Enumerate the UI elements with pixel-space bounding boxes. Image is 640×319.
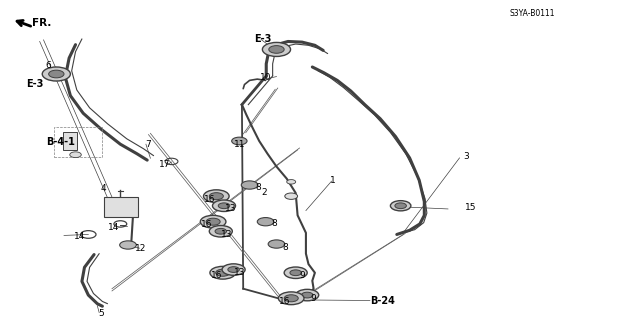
Text: 16: 16 xyxy=(211,271,222,280)
Text: 8: 8 xyxy=(282,243,287,252)
Circle shape xyxy=(209,226,232,237)
Text: FR.: FR. xyxy=(32,18,51,28)
Text: 16: 16 xyxy=(279,297,291,306)
Text: 13: 13 xyxy=(221,230,233,239)
Circle shape xyxy=(257,218,274,226)
Text: 1: 1 xyxy=(330,176,335,185)
Circle shape xyxy=(209,193,223,200)
Bar xyxy=(54,127,102,157)
Text: 3: 3 xyxy=(463,152,468,161)
Text: 7: 7 xyxy=(146,140,151,149)
Circle shape xyxy=(390,201,411,211)
Circle shape xyxy=(212,200,236,211)
Text: 11: 11 xyxy=(234,140,246,149)
Bar xyxy=(63,132,77,150)
Text: 16: 16 xyxy=(201,220,212,229)
Text: 10: 10 xyxy=(260,73,271,82)
Circle shape xyxy=(290,270,301,276)
Circle shape xyxy=(287,180,296,184)
Text: 13: 13 xyxy=(234,268,246,277)
Circle shape xyxy=(262,42,291,56)
Circle shape xyxy=(232,137,247,145)
Circle shape xyxy=(284,267,307,278)
Text: 17: 17 xyxy=(159,160,171,169)
Circle shape xyxy=(296,289,319,301)
Text: 16: 16 xyxy=(204,195,216,204)
Circle shape xyxy=(218,203,230,209)
Text: 2: 2 xyxy=(261,189,266,197)
Text: 4: 4 xyxy=(101,184,106,193)
Text: E-3: E-3 xyxy=(26,78,44,89)
Text: S3YA-B0111: S3YA-B0111 xyxy=(509,9,556,18)
Circle shape xyxy=(49,70,64,78)
Circle shape xyxy=(268,240,285,248)
Circle shape xyxy=(120,241,136,249)
Text: 5: 5 xyxy=(99,309,104,318)
Text: B-4-1: B-4-1 xyxy=(46,137,76,147)
Circle shape xyxy=(241,181,258,189)
Text: 8: 8 xyxy=(255,183,260,192)
Circle shape xyxy=(285,193,298,199)
Text: 15: 15 xyxy=(465,204,476,212)
Circle shape xyxy=(222,264,245,275)
Circle shape xyxy=(210,266,236,279)
Circle shape xyxy=(269,46,284,53)
Circle shape xyxy=(70,152,81,158)
Circle shape xyxy=(42,67,70,81)
FancyBboxPatch shape xyxy=(104,197,138,217)
Text: 12: 12 xyxy=(135,244,147,253)
Text: 14: 14 xyxy=(74,232,86,241)
Circle shape xyxy=(204,190,229,203)
Circle shape xyxy=(395,203,406,209)
Text: E-3: E-3 xyxy=(253,34,271,44)
Circle shape xyxy=(206,218,220,225)
Text: 6: 6 xyxy=(45,61,51,70)
Circle shape xyxy=(216,269,230,276)
Text: 9: 9 xyxy=(311,294,316,303)
Circle shape xyxy=(278,292,304,305)
Circle shape xyxy=(228,267,239,272)
Text: 14: 14 xyxy=(108,223,120,232)
Circle shape xyxy=(200,215,226,228)
Text: 13: 13 xyxy=(225,204,236,213)
Text: 8: 8 xyxy=(271,219,276,228)
Text: B-24: B-24 xyxy=(371,296,395,307)
Circle shape xyxy=(215,228,227,234)
Text: 9: 9 xyxy=(300,271,305,280)
Circle shape xyxy=(284,295,298,302)
Circle shape xyxy=(301,292,313,298)
